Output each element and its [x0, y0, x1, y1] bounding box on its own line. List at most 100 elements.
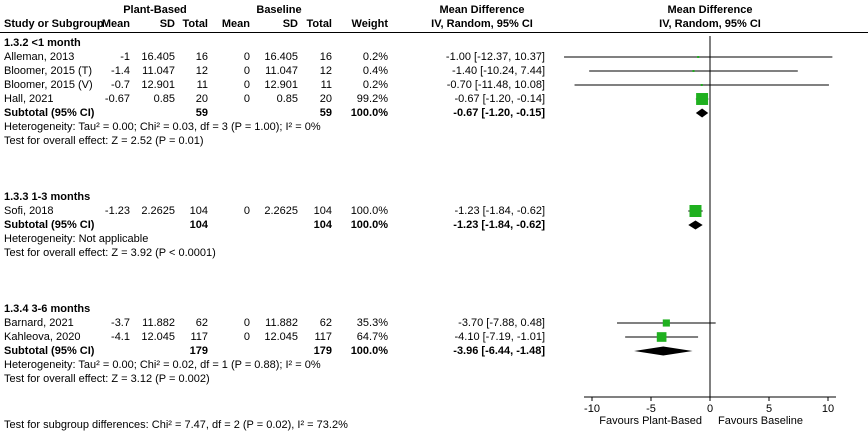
- header-ci-method-text: IV, Random, 95% CI: [431, 18, 533, 30]
- subtotal-weight: 100.0%: [350, 107, 388, 119]
- subtotal-diamond: [688, 220, 703, 230]
- x-tick-label: -5: [646, 403, 656, 415]
- ci-text-cell: -4.10 [-7.19, -1.01]: [454, 331, 546, 343]
- header-study-col: Study or Subgroup: [4, 18, 104, 30]
- x-tick-label: -10: [584, 403, 600, 415]
- subgroup-label: 1.3.2 <1 month: [4, 37, 81, 49]
- ctl-sd-cell: 11.047: [265, 65, 298, 77]
- heterogeneity-text: Heterogeneity: Tau² = 0.00; Chi² = 0.02,…: [4, 359, 321, 371]
- subtotal-exp-total: 179: [189, 345, 208, 357]
- effect-square: [696, 93, 709, 105]
- ci-text-cell: -1.23 [-1.84, -0.62]: [454, 205, 546, 217]
- ctl-sd-cell: 12.901: [264, 79, 298, 91]
- ctl-sd-cell: 0.85: [276, 93, 298, 105]
- ci-text-cell: -1.40 [-10.24, 7.44]: [452, 65, 545, 77]
- weight-cell: 0.4%: [362, 65, 388, 77]
- effect-square: [700, 84, 703, 86]
- ctl-sd-cell: 2.2625: [264, 205, 298, 217]
- weight-cell: 99.2%: [356, 93, 388, 105]
- subtotal-weight: 100.0%: [350, 345, 388, 357]
- header-group-control: Baseline: [256, 4, 302, 16]
- weight-cell: 100.0%: [350, 205, 388, 217]
- effect-square: [689, 205, 702, 217]
- subtotal-weight: 100.0%: [350, 219, 388, 231]
- exp-total-cell: 11: [196, 79, 208, 91]
- ctl-mean-cell: 0: [243, 93, 250, 105]
- overall-effect-text: Test for overall effect: Z = 3.92 (P < 0…: [4, 247, 216, 259]
- effect-square: [697, 56, 700, 58]
- header-ci-method-plot: IV, Random, 95% CI: [659, 18, 761, 30]
- subgroup-label: 1.3.3 1-3 months: [4, 191, 91, 203]
- subtotal-diamond: [634, 346, 693, 356]
- subtotal-ctl-total: 104: [313, 219, 332, 231]
- ctl-mean-cell: 0: [243, 65, 250, 77]
- exp-mean-cell: -4.1: [111, 331, 130, 343]
- ctl-sd-cell: 16.405: [264, 51, 298, 63]
- ctl-total-cell: 16: [319, 51, 332, 63]
- weight-cell: 0.2%: [362, 51, 388, 63]
- favours-left-label: Favours Plant-Based: [599, 415, 702, 427]
- header-weight: Weight: [351, 18, 388, 30]
- exp-mean-cell: -0.67: [104, 93, 130, 105]
- subtotal-ctl-total: 59: [319, 107, 332, 119]
- study-name: Hall, 2021: [4, 93, 54, 105]
- weight-cell: 35.3%: [356, 317, 388, 329]
- exp-total-cell: 12: [195, 65, 208, 77]
- ctl-mean-cell: 0: [243, 331, 250, 343]
- study-name: Alleman, 2013: [4, 51, 75, 63]
- study-name: Bloomer, 2015 (T): [4, 65, 93, 77]
- header-md-title-text: Mean Difference: [439, 4, 525, 16]
- subtotal-label: Subtotal (95% CI): [4, 345, 95, 357]
- ci-text-cell: -3.70 [-7.88, 0.48]: [458, 317, 545, 329]
- subtotal-diamond: [695, 108, 709, 118]
- exp-total-cell: 117: [190, 331, 208, 343]
- study-name: Sofi, 2018: [4, 205, 54, 217]
- ctl-mean-cell: 0: [243, 51, 250, 63]
- ctl-total-cell: 104: [313, 205, 332, 217]
- exp-mean-cell: -1.23: [104, 205, 130, 217]
- subgroup-differences-text: Test for subgroup differences: Chi² = 7.…: [4, 419, 348, 431]
- ctl-sd-cell: 12.045: [264, 331, 298, 343]
- exp-mean-cell: -0.7: [111, 79, 130, 91]
- exp-total-cell: 104: [189, 205, 208, 217]
- ci-text-cell: -1.00 [-12.37, 10.37]: [445, 51, 545, 63]
- header-rule: [0, 32, 868, 33]
- heterogeneity-text: Heterogeneity: Tau² = 0.00; Chi² = 0.03,…: [4, 121, 321, 133]
- effect-square: [692, 70, 695, 72]
- exp-mean-cell: -1.4: [111, 65, 130, 77]
- weight-cell: 0.2%: [362, 79, 388, 91]
- effect-square: [656, 332, 667, 342]
- header-exp-total: Total: [182, 18, 208, 30]
- exp-sd-cell: 16.405: [141, 51, 175, 63]
- header-group-experimental: Plant-Based: [123, 4, 187, 16]
- ctl-total-cell: 20: [319, 93, 332, 105]
- ci-text-cell: -0.67 [-1.20, -0.14]: [454, 93, 546, 105]
- effect-square: [662, 319, 670, 327]
- ctl-total-cell: 11: [320, 79, 332, 91]
- exp-sd-cell: 11.047: [142, 65, 175, 77]
- ctl-mean-cell: 0: [243, 317, 250, 329]
- exp-total-cell: 16: [195, 51, 208, 63]
- exp-sd-cell: 12.901: [141, 79, 175, 91]
- subtotal-exp-total: 104: [189, 219, 208, 231]
- ctl-sd-cell: 11.882: [265, 317, 298, 329]
- weight-cell: 64.7%: [356, 331, 388, 343]
- overall-effect-text: Test for overall effect: Z = 3.12 (P = 0…: [4, 373, 210, 385]
- overall-effect-text: Test for overall effect: Z = 2.52 (P = 0…: [4, 135, 204, 147]
- header-ctl-mean: Mean: [221, 18, 250, 30]
- subtotal-ctl-total: 179: [313, 345, 332, 357]
- x-tick-label: 5: [766, 403, 772, 415]
- exp-total-cell: 62: [195, 317, 208, 329]
- exp-sd-cell: 2.2625: [141, 205, 175, 217]
- ctl-total-cell: 62: [319, 317, 332, 329]
- subgroup-label: 1.3.4 3-6 months: [4, 303, 91, 315]
- x-tick-label: 0: [707, 403, 713, 415]
- study-name: Barnard, 2021: [4, 317, 74, 329]
- ctl-mean-cell: 0: [243, 205, 250, 217]
- header-exp-mean: Mean: [101, 18, 130, 30]
- subtotal-ci-text: -0.67 [-1.20, -0.15]: [453, 107, 545, 119]
- subtotal-label: Subtotal (95% CI): [4, 219, 95, 231]
- ctl-total-cell: 117: [314, 331, 332, 343]
- exp-sd-cell: 12.045: [141, 331, 175, 343]
